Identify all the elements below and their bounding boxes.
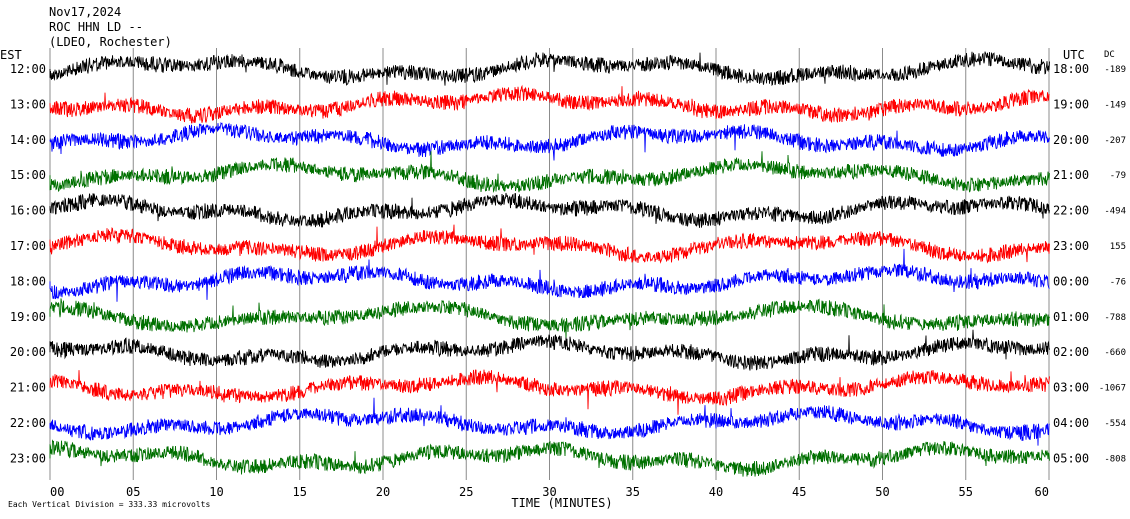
utc-time-label: 19:00 xyxy=(1053,97,1089,111)
seismic-trace xyxy=(49,329,1050,371)
right-axis-title: UTC xyxy=(1063,48,1085,62)
dc-offset-label: 155 xyxy=(1110,242,1126,252)
dc-offset-label: -149 xyxy=(1104,100,1126,110)
seismic-trace xyxy=(49,151,1050,193)
seismic-trace xyxy=(49,192,1050,228)
est-time-label: 22:00 xyxy=(10,416,46,430)
seismic-trace xyxy=(49,397,1050,446)
seismic-trace xyxy=(49,51,1050,87)
x-tick-label: 35 xyxy=(626,485,640,499)
dc-offset-label: -76 xyxy=(1110,277,1126,287)
utc-time-label: 01:00 xyxy=(1053,310,1089,324)
seismic-trace xyxy=(49,369,1050,415)
dc-offset-label: -207 xyxy=(1104,136,1126,146)
x-tick-label: 05 xyxy=(126,485,140,499)
utc-time-label: 04:00 xyxy=(1053,416,1089,430)
est-time-label: 18:00 xyxy=(10,274,46,288)
x-tick-label: 15 xyxy=(293,485,307,499)
x-tick-label: 10 xyxy=(209,485,223,499)
utc-time-label: 23:00 xyxy=(1053,239,1089,253)
vertical-grid xyxy=(49,48,1050,480)
seismic-trace xyxy=(49,298,1050,340)
x-tick-label: 20 xyxy=(376,485,390,499)
utc-time-label: 05:00 xyxy=(1053,451,1089,465)
seismic-trace xyxy=(49,224,1050,264)
x-axis-label: TIME (MINUTES) xyxy=(511,496,612,510)
seismic-trace xyxy=(49,84,1050,124)
utc-time-label: 03:00 xyxy=(1053,381,1089,395)
dc-offset-label: -79 xyxy=(1110,171,1126,181)
dc-offset-label: -1067 xyxy=(1099,384,1126,394)
seismic-trace xyxy=(49,248,1050,302)
est-time-label: 12:00 xyxy=(10,62,46,76)
est-time-label: 17:00 xyxy=(10,239,46,253)
utc-time-label: 21:00 xyxy=(1053,168,1089,182)
x-tick-label: 55 xyxy=(959,485,973,499)
left-axis-title: EST xyxy=(0,48,22,62)
utc-time-label: 00:00 xyxy=(1053,274,1089,288)
x-tick-label: 25 xyxy=(459,485,473,499)
est-time-label: 16:00 xyxy=(10,204,46,218)
est-time-label: 20:00 xyxy=(10,345,46,359)
est-time-label: 23:00 xyxy=(10,451,46,465)
footer-note: Each Vertical Division = 333.33 microvol… xyxy=(8,500,210,509)
station-code: ROC HHN LD -- xyxy=(49,20,143,34)
seismic-trace xyxy=(49,121,1050,161)
dc-offset-label: -554 xyxy=(1104,419,1126,429)
utc-time-label: 22:00 xyxy=(1053,204,1089,218)
seismic-traces xyxy=(49,51,1050,477)
utc-time-label: 20:00 xyxy=(1053,133,1089,147)
dc-offset-label: -494 xyxy=(1104,207,1126,217)
x-tick-labels: 00 05 10 15 20 25 30 35 40 45 50 55 60 xyxy=(50,485,1049,499)
est-time-label: 13:00 xyxy=(10,97,46,111)
station-network: (LDEO, Rochester) xyxy=(49,35,172,49)
x-tick-label: 30 xyxy=(542,485,556,499)
dc-title: DC xyxy=(1104,50,1115,60)
est-time-label: 14:00 xyxy=(10,133,46,147)
seismic-trace xyxy=(49,439,1050,477)
x-tick-label: 60 xyxy=(1035,485,1049,499)
row-labels: 12:00 18:00 -189 13:00 19:00 -149 14:00 20:00 -2… xyxy=(10,62,1126,465)
dc-offset-label: -788 xyxy=(1104,313,1126,323)
x-tick-label: 50 xyxy=(875,485,889,499)
utc-time-label: 18:00 xyxy=(1053,62,1089,76)
x-tick-label: 00 xyxy=(50,485,64,499)
est-time-label: 15:00 xyxy=(10,168,46,182)
dc-offset-label: -808 xyxy=(1104,454,1126,464)
utc-time-label: 02:00 xyxy=(1053,345,1089,359)
est-time-label: 21:00 xyxy=(10,381,46,395)
x-tick-label: 45 xyxy=(792,485,806,499)
chart-date: Nov17,2024 xyxy=(49,5,121,19)
dc-offset-label: -189 xyxy=(1104,65,1126,75)
x-tick-label: 40 xyxy=(709,485,723,499)
est-time-label: 19:00 xyxy=(10,310,46,324)
dc-offset-label: -660 xyxy=(1104,348,1126,358)
